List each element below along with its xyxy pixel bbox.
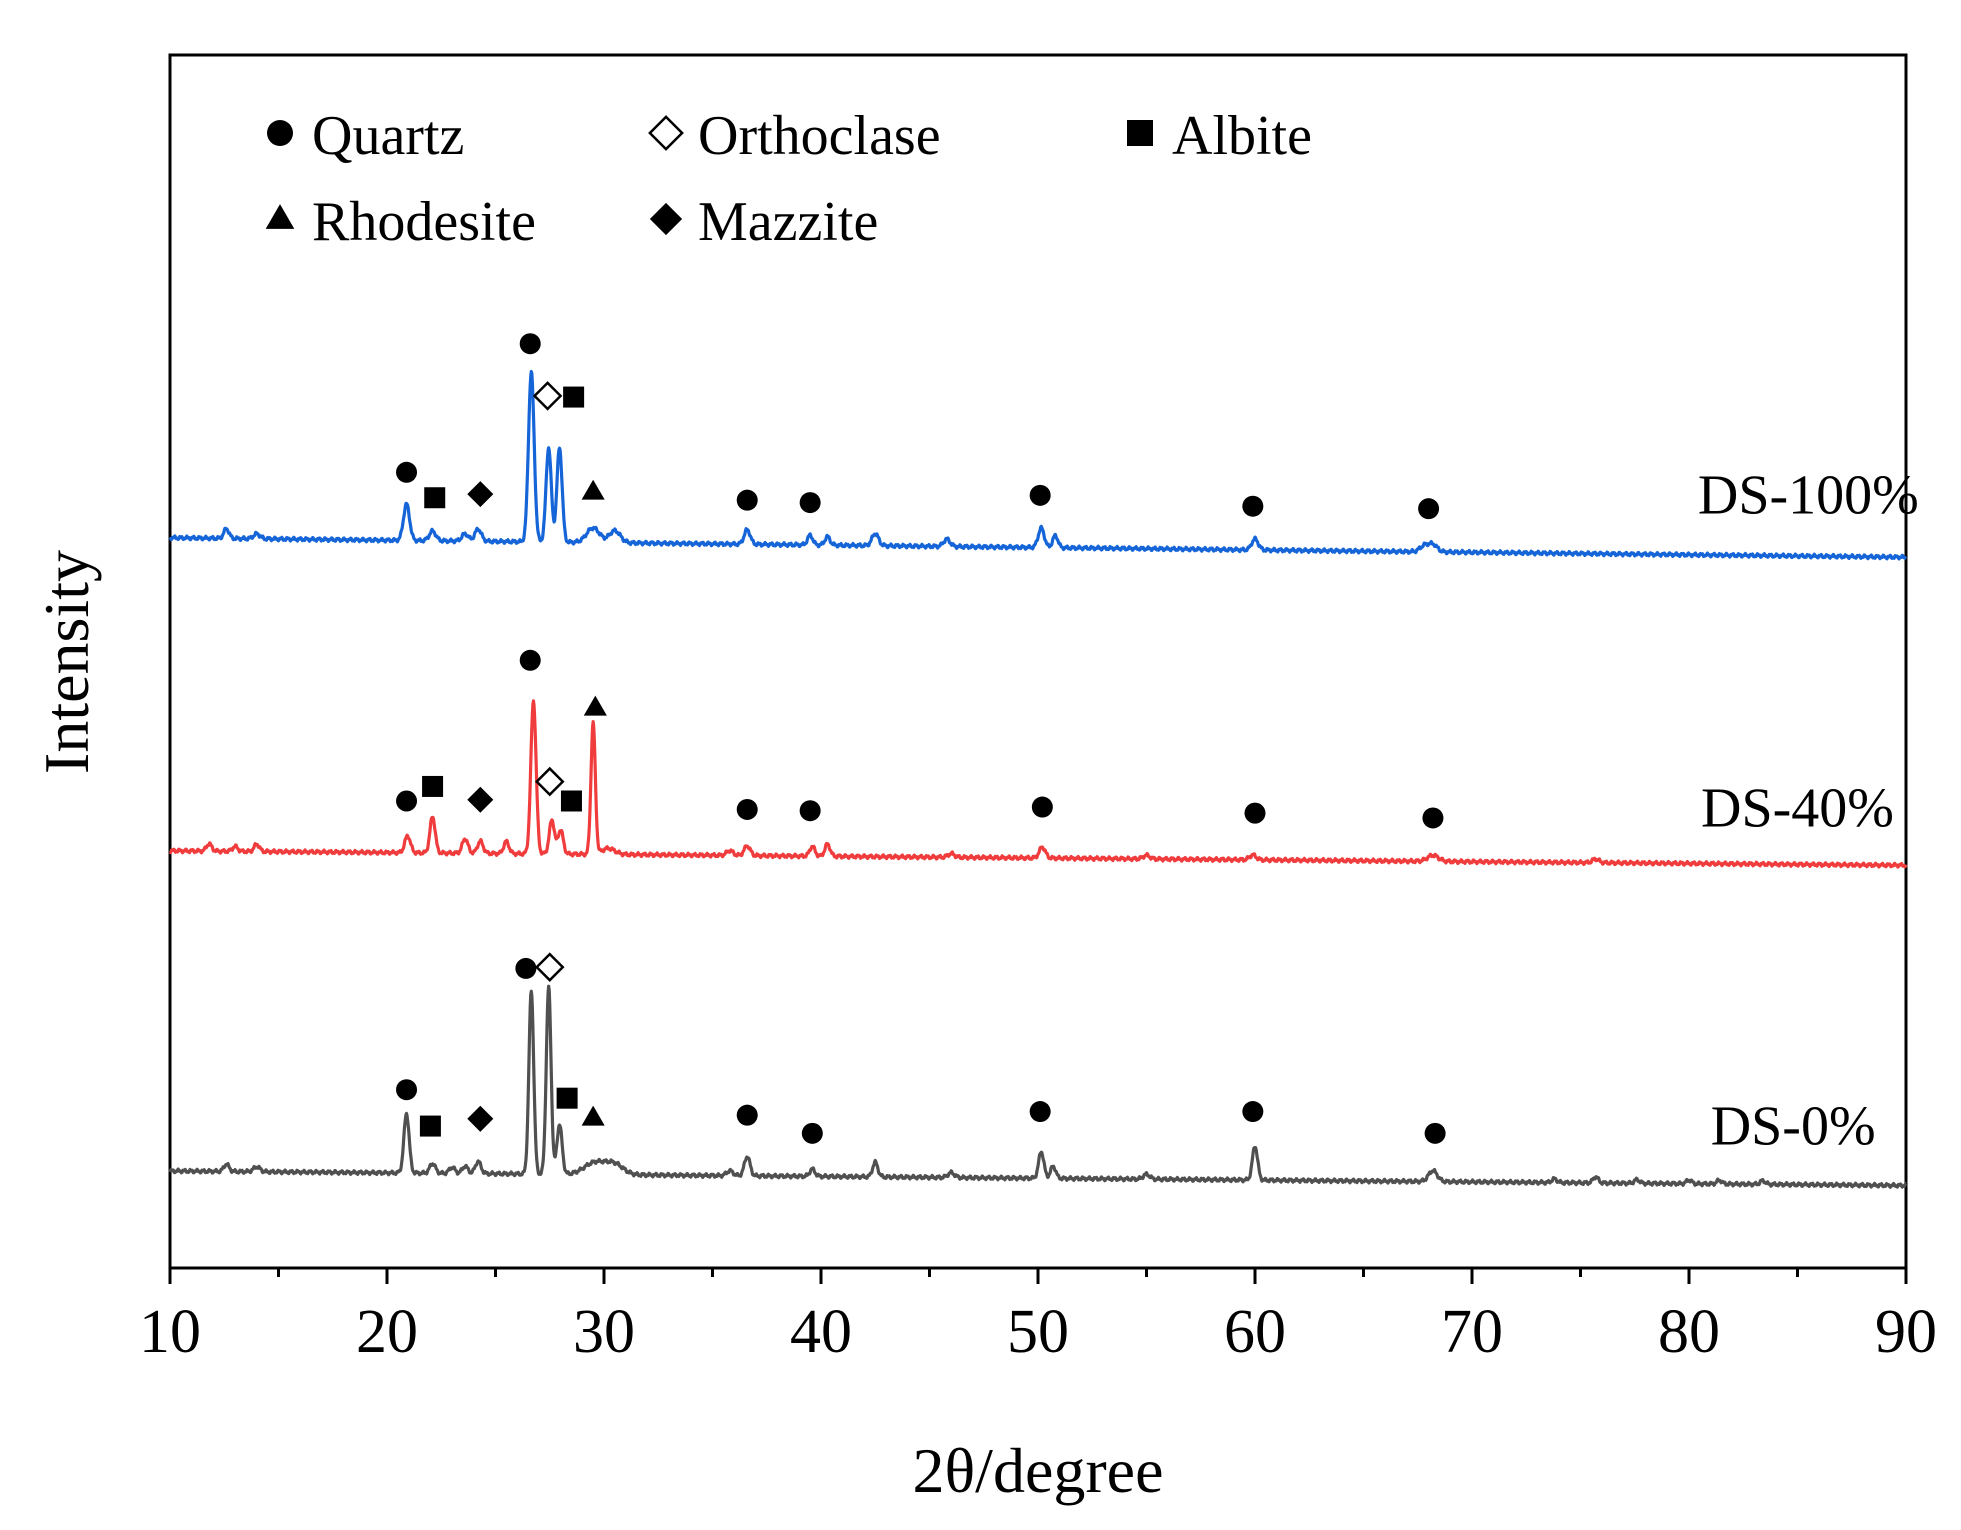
quartz-marker — [396, 790, 418, 812]
series-line-DS-40% — [168, 699, 1908, 869]
quartz-marker — [1244, 802, 1266, 824]
x-tick-label: 30 — [573, 1298, 635, 1366]
quartz-marker — [799, 800, 821, 822]
albite-marker — [419, 1115, 441, 1137]
x-tick-label: 90 — [1875, 1298, 1937, 1366]
quartz-marker — [396, 1079, 418, 1101]
quartz-marker — [1242, 1101, 1264, 1123]
x-axis-title: 2θ/degree — [913, 1435, 1164, 1506]
legend-label: Mazzite — [698, 191, 878, 253]
albite-marker — [422, 775, 444, 797]
quartz-marker — [1031, 796, 1053, 818]
orthoclase-legend-symbol — [648, 115, 684, 151]
quartz-marker — [1422, 807, 1444, 829]
quartz-marker — [1029, 484, 1051, 506]
albite-marker — [563, 386, 585, 408]
x-tick-label: 10 — [139, 1298, 201, 1366]
x-tick-label: 50 — [1007, 1298, 1069, 1366]
series-label: DS-0% — [1711, 1095, 1876, 1157]
y-axis-title: Intensity — [31, 550, 102, 774]
phase-marker-layer — [396, 333, 1446, 1144]
rhodesite-legend-symbol — [265, 204, 295, 229]
mazzite-marker — [467, 1105, 494, 1132]
quartz-marker — [519, 333, 541, 355]
quartz-marker — [799, 492, 821, 514]
albite-legend-symbol — [1127, 120, 1153, 146]
quartz-marker — [736, 489, 758, 511]
quartz-marker — [1424, 1122, 1446, 1144]
albite-marker — [560, 790, 582, 812]
orthoclase-marker — [532, 381, 563, 411]
quartz-marker — [515, 957, 537, 979]
rhodesite-marker — [581, 479, 605, 500]
albite-marker — [556, 1087, 578, 1109]
series-line-DS-0% — [168, 984, 1908, 1189]
legend-label: Orthoclase — [698, 105, 941, 167]
quartz-marker — [396, 461, 418, 483]
x-tick-label: 80 — [1658, 1298, 1720, 1366]
series-label: DS-100% — [1698, 465, 1919, 527]
legend-label: Quartz — [312, 105, 464, 167]
x-tick-label: 20 — [356, 1298, 418, 1366]
quartz-marker — [736, 798, 758, 820]
quartz-marker — [736, 1104, 758, 1126]
orthoclase-marker — [534, 952, 565, 982]
quartz-marker — [519, 649, 541, 671]
legend: Quartz Orthoclase Albite Rhodesite Mazzite — [265, 105, 1312, 253]
series-label-layer: DS-100% DS-40% DS-0% — [1698, 465, 1919, 1158]
orthoclase-marker — [534, 766, 565, 797]
mazzite-marker — [467, 481, 494, 508]
legend-label: Albite — [1172, 105, 1312, 167]
x-tick-label: 40 — [790, 1298, 852, 1366]
series-label: DS-40% — [1701, 778, 1894, 840]
quartz-legend-symbol — [267, 120, 293, 146]
mazzite-marker — [467, 786, 494, 813]
series-line-DS-100% — [168, 369, 1908, 561]
albite-marker — [424, 487, 446, 509]
x-tick-label: 70 — [1441, 1298, 1503, 1366]
mazzite-legend-symbol — [649, 202, 683, 236]
quartz-marker — [1418, 498, 1440, 520]
rhodesite-marker — [581, 1105, 605, 1126]
series-layer — [168, 369, 1908, 1189]
x-tick-label: 60 — [1224, 1298, 1286, 1366]
quartz-marker — [801, 1122, 823, 1144]
legend-label: Rhodesite — [312, 191, 536, 253]
quartz-marker — [1242, 495, 1264, 517]
x-axis-ticks: 10 20 30 40 50 60 70 80 90 — [139, 1268, 1937, 1366]
quartz-marker — [1029, 1101, 1051, 1123]
rhodesite-marker — [583, 695, 607, 716]
